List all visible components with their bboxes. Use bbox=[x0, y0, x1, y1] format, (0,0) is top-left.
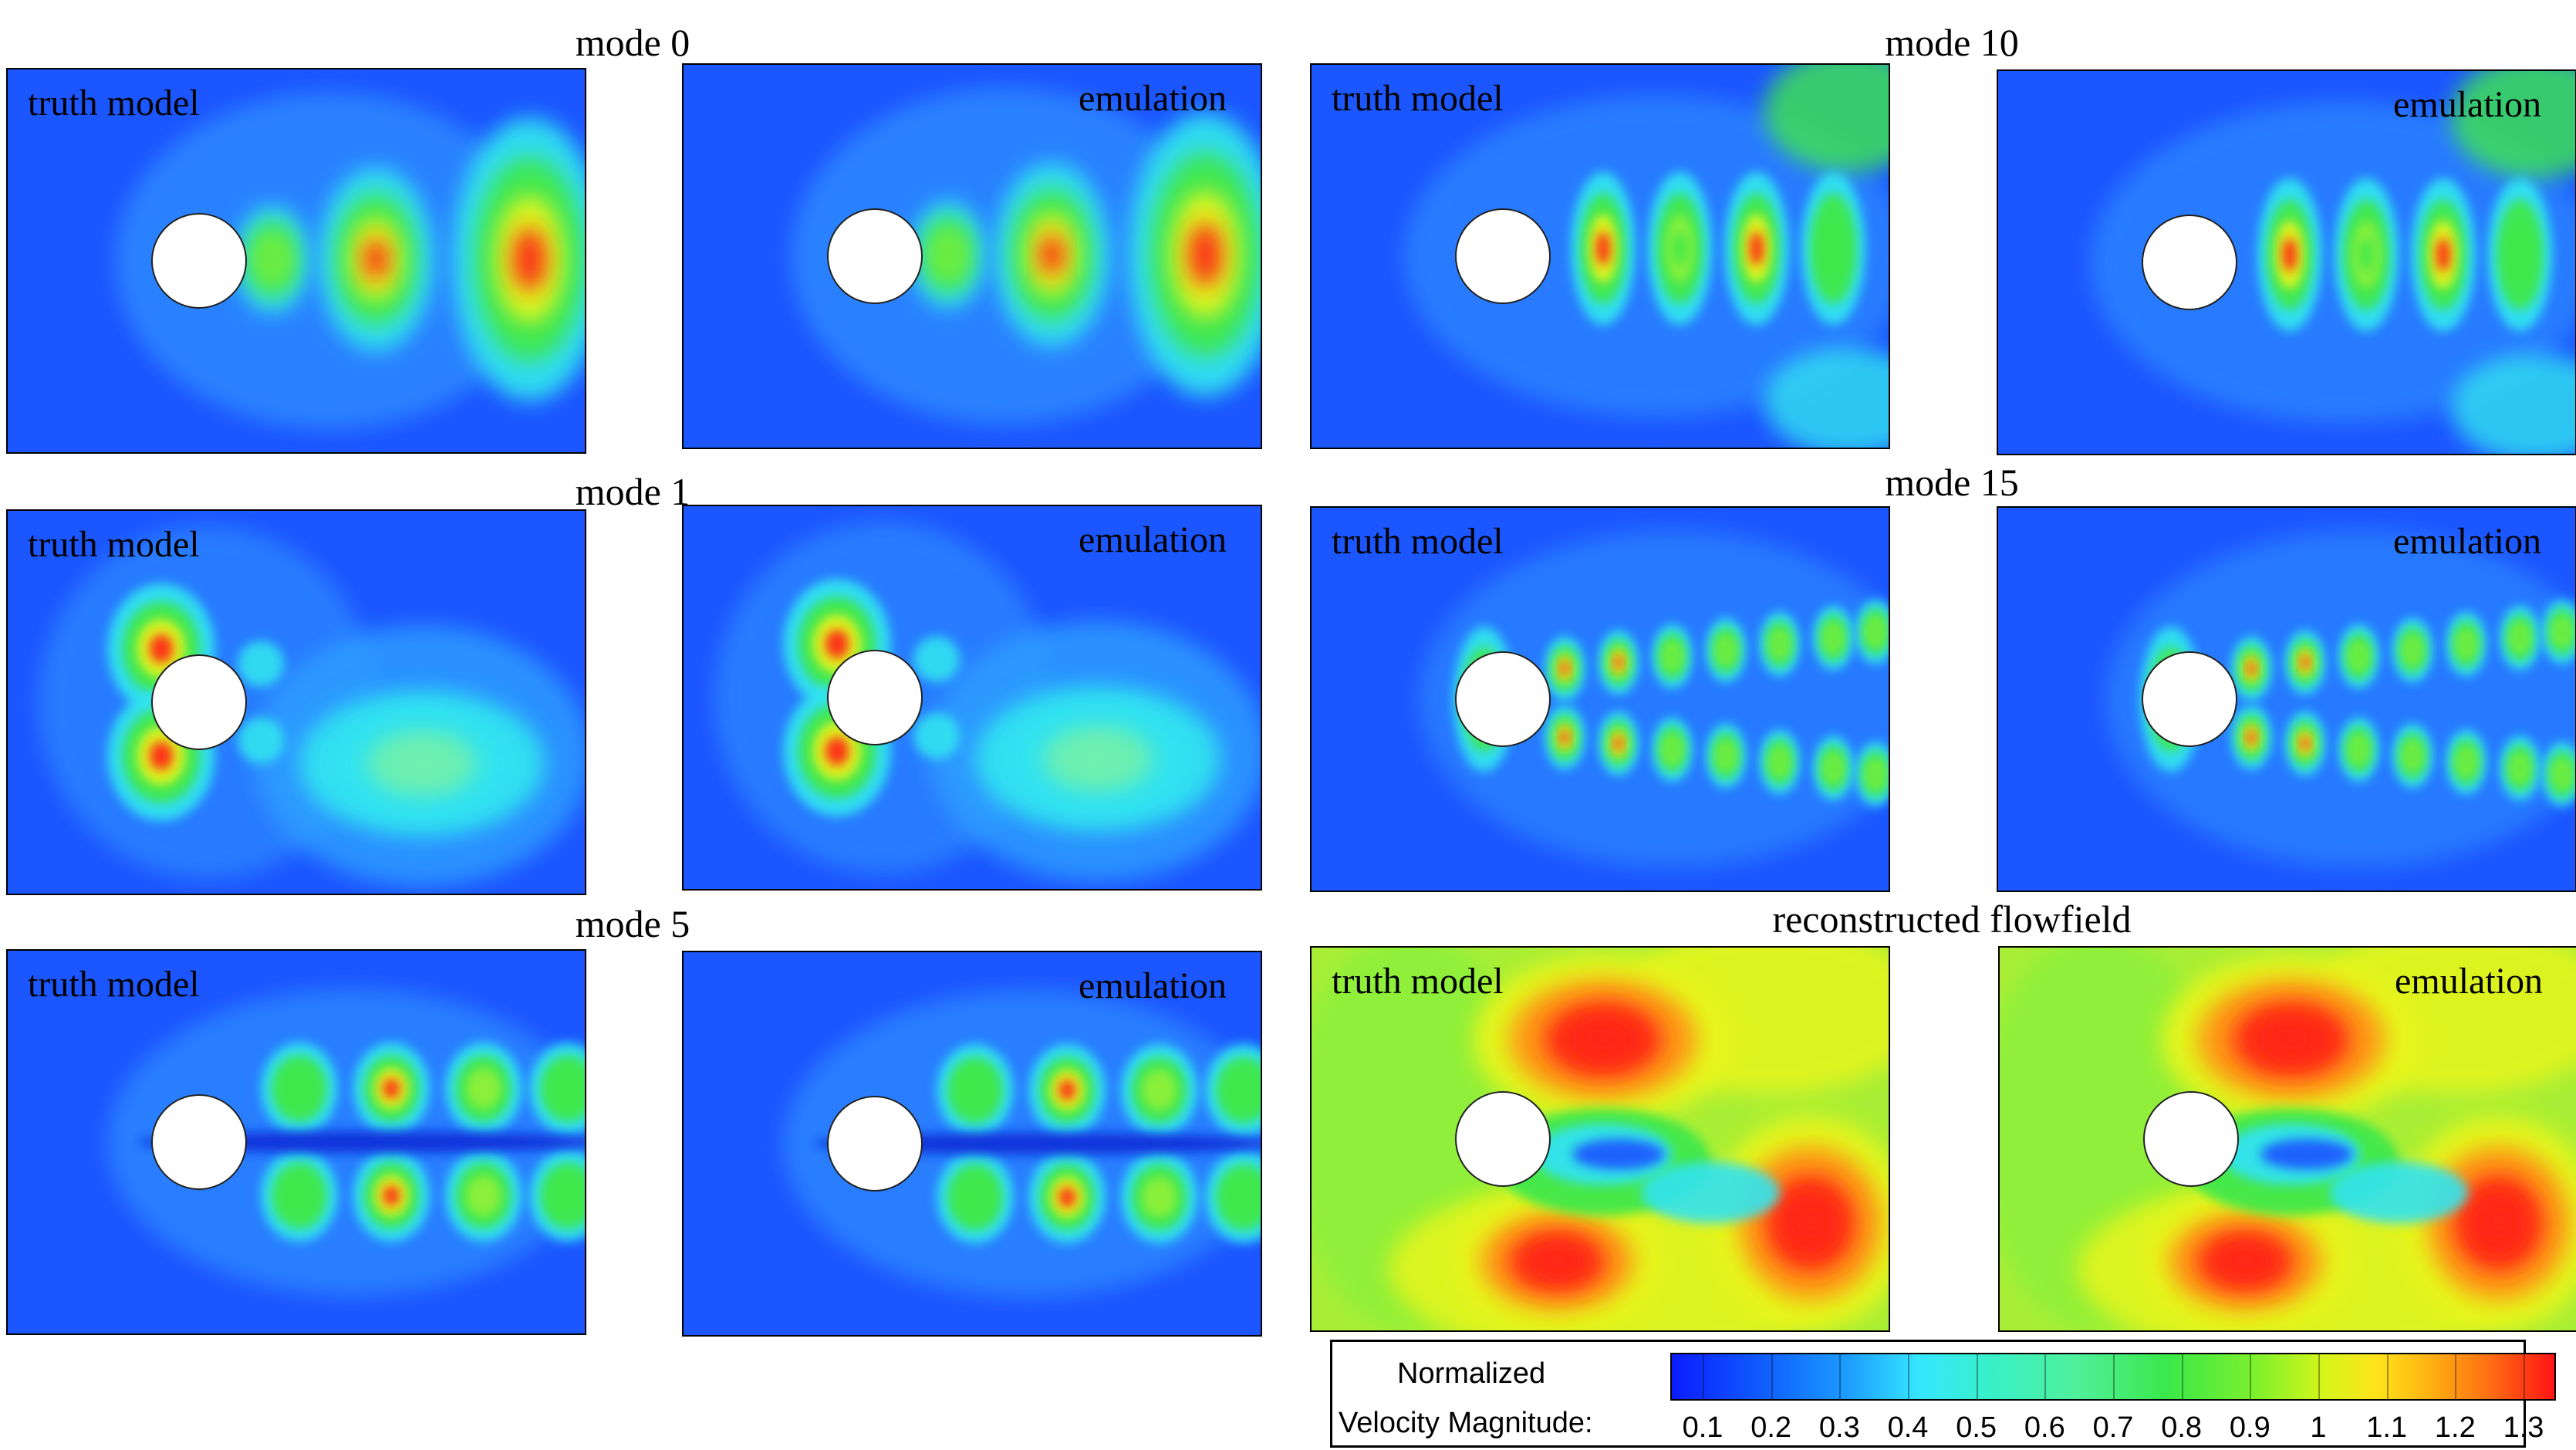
velocity-contour-field bbox=[1312, 65, 1889, 448]
truth-model-label: truth model bbox=[1332, 521, 1504, 562]
colorbar-tick-mark bbox=[2524, 1353, 2525, 1401]
cylinder-obstacle bbox=[827, 1096, 923, 1191]
colorbar-tick-mark bbox=[1839, 1353, 1842, 1401]
emulation-panel: emulation bbox=[1998, 946, 2576, 1332]
panel-pair-title: reconstructed flowfield bbox=[1772, 897, 2132, 941]
truth-model-panel: truth model bbox=[6, 509, 586, 895]
colorbar-tick-label: 0.9 bbox=[2229, 1411, 2270, 1444]
colorbar-tick-label: 0.3 bbox=[1818, 1411, 1860, 1444]
emulation-panel: emulation bbox=[682, 951, 1262, 1337]
colorbar-tick-label: 0.8 bbox=[2161, 1411, 2203, 1444]
emulation-label: emulation bbox=[2393, 521, 2541, 562]
velocity-contour-field bbox=[8, 511, 585, 894]
colorbar-tick-mark bbox=[2113, 1353, 2115, 1401]
colorbar-legend: Normalized Velocity Magnitude: 0.1 0.2 0.3… bbox=[1330, 1340, 2556, 1448]
colorbar-tick-label: 0.6 bbox=[2024, 1411, 2065, 1444]
velocity-contour-field bbox=[1312, 508, 1889, 891]
cylinder-obstacle bbox=[2143, 1091, 2239, 1187]
colorbar-tick-label: 1 bbox=[2310, 1411, 2327, 1444]
emulation-panel: emulation bbox=[1997, 506, 2576, 892]
emulation-label: emulation bbox=[1079, 78, 1227, 119]
cylinder-obstacle bbox=[1455, 208, 1551, 304]
cylinder-obstacle bbox=[151, 1094, 247, 1190]
legend-title-line2: Velocity Magnitude: bbox=[1339, 1407, 1593, 1439]
velocity-contour-field bbox=[8, 69, 585, 452]
panel-pair-title: mode 15 bbox=[1885, 461, 2019, 504]
colorbar-tick-mark bbox=[1703, 1353, 1704, 1401]
truth-model-label: truth model bbox=[28, 524, 200, 565]
velocity-contour-field bbox=[1312, 948, 1889, 1330]
truth-model-panel: truth model bbox=[6, 949, 586, 1335]
cylinder-obstacle bbox=[827, 650, 923, 745]
cylinder-obstacle bbox=[1455, 651, 1551, 747]
velocity-contour-field bbox=[1998, 71, 2575, 454]
velocity-contour-field bbox=[684, 65, 1261, 448]
emulation-label: emulation bbox=[1079, 519, 1227, 560]
truth-model-panel: truth model bbox=[1310, 506, 1890, 892]
emulation-panel: emulation bbox=[682, 63, 1262, 449]
colorbar-tick-mark bbox=[2386, 1353, 2389, 1401]
cylinder-obstacle bbox=[151, 213, 247, 309]
cylinder-obstacle bbox=[2142, 651, 2237, 747]
cylinder-obstacle bbox=[2142, 215, 2237, 310]
panel-pair-title: mode 5 bbox=[575, 902, 690, 945]
emulation-label: emulation bbox=[2393, 84, 2541, 125]
truth-model-label: truth model bbox=[28, 83, 200, 123]
panel-pair-title: mode 1 bbox=[575, 470, 690, 513]
cylinder-obstacle bbox=[827, 208, 923, 304]
truth-model-label: truth model bbox=[1332, 961, 1504, 1002]
truth-model-panel: truth model bbox=[1310, 946, 1890, 1332]
colorbar-tick-label: 0.5 bbox=[1956, 1411, 1997, 1444]
emulation-label: emulation bbox=[2395, 961, 2543, 1002]
colorbar-tick-mark bbox=[1908, 1353, 1909, 1401]
colorbar-tick-label: 1.1 bbox=[2366, 1411, 2408, 1444]
colorbar-tick-label: 1.2 bbox=[2434, 1411, 2476, 1444]
velocity-contour-field bbox=[2000, 948, 2576, 1330]
colorbar-tick-mark bbox=[2318, 1353, 2320, 1401]
cylinder-obstacle bbox=[151, 654, 247, 750]
colorbar-gradient bbox=[1670, 1353, 2556, 1401]
colorbar-tick-mark bbox=[2455, 1353, 2457, 1401]
colorbar-tick-mark bbox=[2250, 1353, 2252, 1401]
colorbar-tick-label: 0.4 bbox=[1887, 1411, 1929, 1444]
emulation-panel: emulation bbox=[1997, 69, 2576, 455]
colorbar-tick-label: 0.1 bbox=[1682, 1411, 1724, 1444]
panel-pair-title: mode 10 bbox=[1885, 21, 2019, 64]
truth-model-panel: truth model bbox=[6, 68, 586, 454]
truth-model-label: truth model bbox=[28, 964, 200, 1005]
velocity-contour-field bbox=[684, 506, 1261, 889]
legend-title-line1: Normalized bbox=[1397, 1357, 1546, 1390]
colorbar-tick-label: 0.7 bbox=[2092, 1411, 2134, 1444]
velocity-contour-field bbox=[8, 951, 585, 1333]
velocity-contour-field bbox=[1998, 508, 2575, 891]
truth-model-panel: truth model bbox=[1310, 63, 1890, 449]
colorbar-tick-label: 1.3 bbox=[2503, 1411, 2544, 1444]
truth-model-label: truth model bbox=[1332, 78, 1504, 119]
colorbar-tick-mark bbox=[2181, 1353, 2183, 1401]
velocity-contour-field bbox=[684, 952, 1261, 1335]
cylinder-obstacle bbox=[1455, 1091, 1551, 1187]
colorbar-tick-mark bbox=[2044, 1353, 2047, 1401]
colorbar-tick-label: 0.2 bbox=[1751, 1411, 1792, 1444]
emulation-label: emulation bbox=[1079, 965, 1227, 1006]
colorbar-tick-mark bbox=[1771, 1353, 1773, 1401]
emulation-panel: emulation bbox=[682, 505, 1262, 891]
colorbar-tick-mark bbox=[1976, 1353, 1978, 1401]
panel-pair-title: mode 0 bbox=[575, 21, 690, 64]
